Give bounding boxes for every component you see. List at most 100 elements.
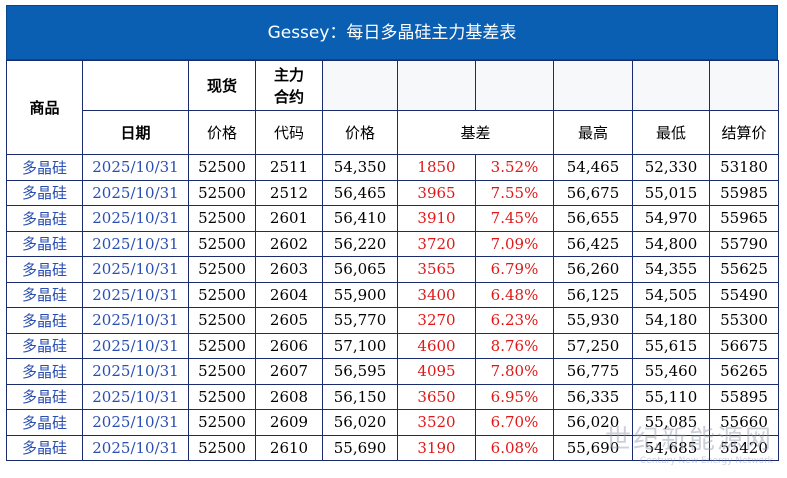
cell-settle: 53180 [709, 154, 779, 181]
cell-price: 56,410 [322, 205, 398, 232]
cell-product[interactable]: 多晶硅 [6, 179, 83, 206]
header-price: 价格 [322, 110, 398, 155]
cell-contract-code: 2511 [255, 154, 323, 181]
cell-price: 55,900 [322, 281, 398, 308]
cell-settle: 55660 [709, 409, 779, 436]
cell-price: 56,065 [322, 256, 398, 283]
cell-contract-code: 2610 [255, 434, 323, 461]
cell-date[interactable]: 2025/10/31 [82, 281, 189, 308]
cell-low: 55,015 [632, 179, 710, 206]
cell-basis: 3270 [397, 307, 476, 334]
cell-contract-code: 2601 [255, 205, 323, 232]
cell-date[interactable]: 2025/10/31 [82, 256, 189, 283]
cell-low: 55,615 [632, 332, 710, 359]
header-empty-date [82, 60, 189, 111]
cell-high: 57,250 [553, 332, 633, 359]
cell-spot-price: 52500 [188, 307, 256, 334]
cell-high: 55,930 [553, 307, 633, 334]
header-spot-price: 价格 [188, 110, 256, 155]
cell-basis: 3190 [397, 434, 476, 461]
cell-product[interactable]: 多晶硅 [6, 434, 83, 461]
cell-low: 54,505 [632, 281, 710, 308]
cell-settle: 55965 [709, 205, 779, 232]
cell-high: 56,125 [553, 281, 633, 308]
cell-date[interactable]: 2025/10/31 [82, 383, 189, 410]
cell-basis: 3720 [397, 230, 476, 257]
cell-spot-price: 52500 [188, 332, 256, 359]
table-row: 多晶硅 2025/10/31 52500 2606 57,100 4600 8.76% 57,… [6, 332, 779, 359]
cell-spot-price: 52500 [188, 205, 256, 232]
cell-date[interactable]: 2025/10/31 [82, 230, 189, 257]
cell-contract-code: 2604 [255, 281, 323, 308]
cell-product[interactable]: 多晶硅 [6, 383, 83, 410]
cell-product[interactable]: 多晶硅 [6, 256, 83, 283]
cell-spot-price: 52500 [188, 154, 256, 181]
table-row: 多晶硅 2025/10/31 52500 2603 56,065 3565 6.79% 56,… [6, 256, 779, 283]
cell-basis-pct: 6.95% [475, 383, 554, 410]
cell-basis: 3565 [397, 256, 476, 283]
header-basis: 基差 [397, 110, 554, 155]
cell-price: 54,350 [322, 154, 398, 181]
header-empty-basis-pct [475, 60, 554, 111]
cell-settle: 55490 [709, 281, 779, 308]
cell-contract-code: 2606 [255, 332, 323, 359]
cell-contract-code: 2602 [255, 230, 323, 257]
cell-contract-code: 2512 [255, 179, 323, 206]
cell-date[interactable]: 2025/10/31 [82, 154, 189, 181]
cell-settle: 55420 [709, 434, 779, 461]
cell-settle: 55790 [709, 230, 779, 257]
cell-price: 56,465 [322, 179, 398, 206]
cell-settle: 55625 [709, 256, 779, 283]
cell-date[interactable]: 2025/10/31 [82, 358, 189, 385]
cell-contract-code: 2609 [255, 409, 323, 436]
cell-low: 54,180 [632, 307, 710, 334]
cell-date[interactable]: 2025/10/31 [82, 409, 189, 436]
cell-product[interactable]: 多晶硅 [6, 332, 83, 359]
basis-table-container: Gessey：每日多晶硅主力基差表 商品 现货 主力 合约 日期 价格 [6, 5, 779, 461]
table-row: 多晶硅 2025/10/31 52500 2512 56,465 3965 7.55% 56,… [6, 179, 779, 206]
cell-spot-price: 52500 [188, 230, 256, 257]
header-main-contract: 主力 合约 [255, 60, 323, 111]
cell-high: 55,690 [553, 434, 633, 461]
cell-low: 54,355 [632, 256, 710, 283]
cell-product[interactable]: 多晶硅 [6, 307, 83, 334]
cell-high: 56,425 [553, 230, 633, 257]
cell-settle: 56265 [709, 358, 779, 385]
cell-contract-code: 2603 [255, 256, 323, 283]
table-row: 多晶硅 2025/10/31 52500 2607 56,595 4095 7.80% 56,… [6, 358, 779, 385]
cell-price: 56,220 [322, 230, 398, 257]
cell-low: 54,800 [632, 230, 710, 257]
cell-product[interactable]: 多晶硅 [6, 205, 83, 232]
cell-product[interactable]: 多晶硅 [6, 409, 83, 436]
cell-basis: 4095 [397, 358, 476, 385]
header-code: 代码 [255, 110, 323, 155]
cell-contract-code: 2607 [255, 358, 323, 385]
cell-product[interactable]: 多晶硅 [6, 154, 83, 181]
header-empty-basis [397, 60, 476, 111]
table-row: 多晶硅 2025/10/31 52500 2601 56,410 3910 7.45% 56,… [6, 205, 779, 232]
header-spot: 现货 [188, 60, 256, 111]
cell-high: 56,655 [553, 205, 633, 232]
cell-low: 54,685 [632, 434, 710, 461]
cell-high: 56,260 [553, 256, 633, 283]
header-product: 商品 [6, 60, 83, 155]
cell-spot-price: 52500 [188, 179, 256, 206]
cell-date[interactable]: 2025/10/31 [82, 205, 189, 232]
cell-product[interactable]: 多晶硅 [6, 358, 83, 385]
cell-price: 56,150 [322, 383, 398, 410]
cell-basis-pct: 3.52% [475, 154, 554, 181]
cell-date[interactable]: 2025/10/31 [82, 179, 189, 206]
cell-basis: 3650 [397, 383, 476, 410]
header-empty-low [632, 60, 710, 111]
cell-date[interactable]: 2025/10/31 [82, 332, 189, 359]
cell-date[interactable]: 2025/10/31 [82, 307, 189, 334]
cell-date[interactable]: 2025/10/31 [82, 434, 189, 461]
header-empty-price [322, 60, 398, 111]
cell-product[interactable]: 多晶硅 [6, 230, 83, 257]
header-high: 最高 [553, 110, 633, 155]
cell-price: 56,595 [322, 358, 398, 385]
table-row: 多晶硅 2025/10/31 52500 2605 55,770 3270 6.23% 55,… [6, 307, 779, 334]
cell-basis: 3520 [397, 409, 476, 436]
cell-basis-pct: 6.70% [475, 409, 554, 436]
cell-product[interactable]: 多晶硅 [6, 281, 83, 308]
